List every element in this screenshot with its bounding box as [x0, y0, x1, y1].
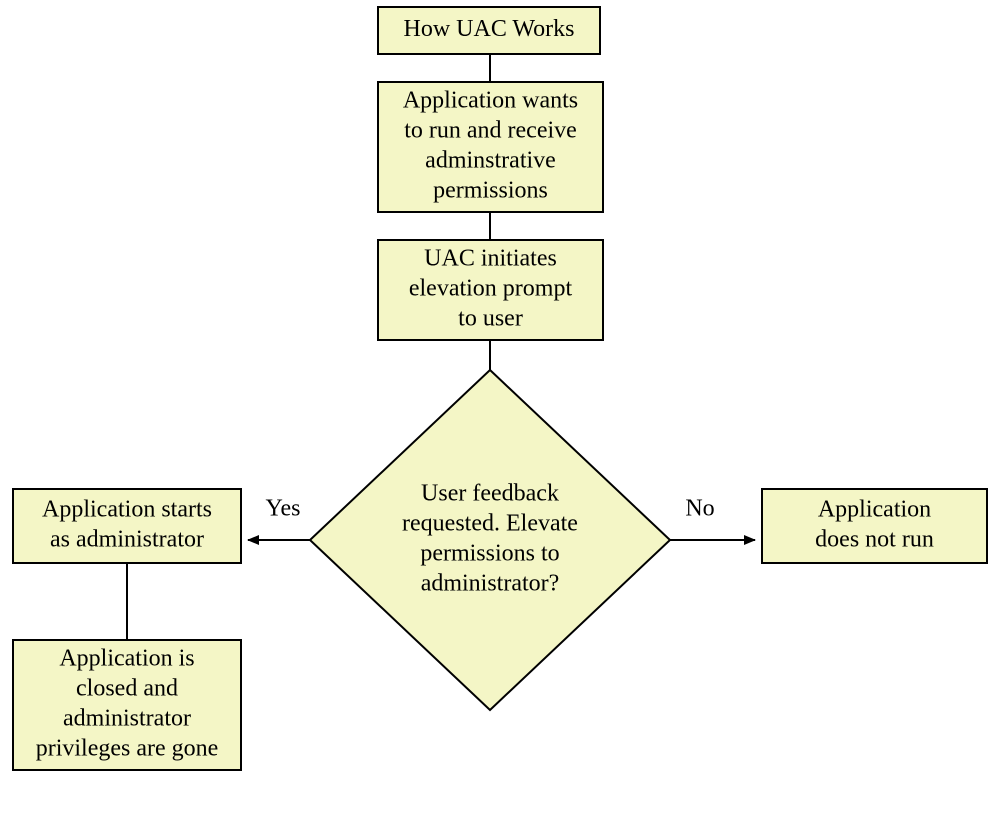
0-label: How UAC Works [404, 16, 575, 42]
1-label: to run and receive [404, 118, 577, 144]
edge-e5: No [670, 496, 755, 541]
node-starts: Application starts as administrator [13, 489, 241, 563]
1-label: adminstrative [425, 148, 556, 174]
node-decision: User feedback requested. Elevate permissio… [310, 370, 670, 710]
2-label: UAC initiates [424, 246, 557, 272]
6-label: does not run [815, 527, 934, 553]
edge-e4: Yes [248, 496, 310, 541]
1-label: Application wants [403, 88, 578, 114]
6-label: Application [818, 497, 931, 523]
3-label: permissions to [420, 541, 559, 567]
5-label: privileges are gone [36, 736, 219, 762]
node-initiates: UAC initiates elevation prompt to user [378, 240, 603, 340]
5-label: closed and [76, 676, 178, 702]
3-label: administrator? [421, 571, 560, 597]
2-label: elevation prompt [409, 276, 573, 302]
2-label: to user [458, 306, 523, 332]
3-label: requested. Elevate [402, 511, 578, 537]
node-closed: Application is closed and administrator pri… [13, 640, 241, 770]
node-wants: Application wants to run and receive admin… [378, 82, 603, 212]
3-label: User feedback [421, 481, 559, 507]
5-label: administrator [63, 706, 191, 732]
5-label: Application is [59, 646, 194, 672]
edge-label-e4: Yes [266, 496, 301, 522]
node-title: How UAC Works [378, 7, 600, 54]
4-label: as administrator [50, 527, 204, 553]
4-label: Application starts [42, 497, 212, 523]
1-label: permissions [433, 178, 548, 204]
nodes-layer: How UAC Works Application wants to run and… [13, 7, 987, 770]
flowchart-canvas: Yes No How UAC Works Application wants to r… [0, 0, 1000, 824]
edge-label-e5: No [685, 496, 714, 522]
node-notrun: Application does not run [762, 489, 987, 563]
